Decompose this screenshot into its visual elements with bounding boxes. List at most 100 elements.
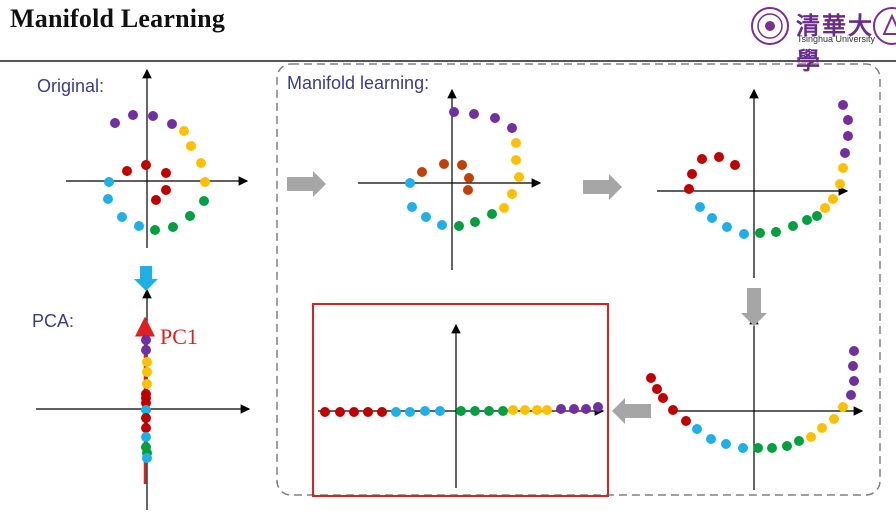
- original-point: [104, 177, 114, 187]
- original-point: [161, 185, 171, 195]
- original-point: [134, 221, 144, 231]
- pca-point: [141, 345, 151, 355]
- original-point: [168, 222, 178, 232]
- manifold-2-point: [707, 213, 717, 223]
- manifold-1-point: [487, 209, 497, 219]
- manifold-2-point: [739, 229, 749, 239]
- manifold-1-point: [490, 113, 500, 123]
- manifold-3-point: [838, 402, 848, 412]
- manifold-3-point: [848, 361, 858, 371]
- manifold-2-point: [812, 211, 822, 221]
- tsinghua-seal-icon: [751, 7, 789, 45]
- original-point: [167, 119, 177, 129]
- manifold-1-point: [499, 203, 509, 213]
- manifold-2-point: [820, 203, 830, 213]
- pca-point: [142, 367, 152, 377]
- original-label: Original:: [37, 76, 105, 96]
- manifold-3-point: [782, 441, 792, 451]
- result-point: [320, 407, 330, 417]
- manifold-1-point: [514, 172, 524, 182]
- original-point: [148, 111, 158, 121]
- manifold-2-point: [722, 222, 732, 232]
- logo-subtitle: Tsinghua University: [797, 34, 876, 44]
- manifold-1-point: [405, 178, 415, 188]
- manifold-2-point: [714, 152, 724, 162]
- manifold-1-point: [507, 123, 517, 133]
- manifold-1-point: [437, 220, 447, 230]
- manifold-3-point: [658, 393, 668, 403]
- original-point: [161, 168, 171, 178]
- manifold-2-point: [802, 215, 812, 225]
- pca-point: [142, 453, 152, 463]
- result-point: [363, 407, 373, 417]
- manifold-1-point: [463, 185, 473, 195]
- manifold-2-point: [771, 227, 781, 237]
- manifold-2-point: [697, 154, 707, 164]
- result-point: [470, 406, 480, 416]
- manifold-3-point: [767, 443, 777, 453]
- axes-original: [66, 68, 249, 248]
- manifold-3-point: [753, 443, 763, 453]
- original-point: [151, 195, 161, 205]
- result-point: [532, 405, 542, 415]
- axes-manifold-2: [657, 88, 849, 278]
- logo-text: 清華大學: [796, 14, 874, 75]
- result-point: [581, 404, 591, 414]
- original-point: [196, 158, 206, 168]
- manifold-1-point: [449, 107, 459, 117]
- university-emblem-icon: [873, 7, 896, 45]
- manifold-2-point: [838, 100, 848, 110]
- manifold-3-point: [681, 416, 691, 426]
- result-point: [420, 406, 430, 416]
- manifold-2-point: [684, 184, 694, 194]
- manifold-2-point: [828, 194, 838, 204]
- result-highlight-box: [312, 303, 609, 497]
- original-point: [141, 160, 151, 170]
- pca-point: [141, 432, 151, 442]
- page-title: Manifold Learning: [10, 4, 226, 33]
- axes-manifold-3: [676, 314, 864, 490]
- manifold-2-point: [840, 148, 850, 158]
- result-point: [377, 407, 387, 417]
- pc1-label: PC1: [160, 324, 198, 349]
- manifold-2-point: [838, 163, 848, 173]
- original-point: [128, 110, 138, 120]
- manifold-1-point: [439, 159, 449, 169]
- pca-point: [142, 357, 152, 367]
- original-point: [117, 212, 127, 222]
- manifold-1-point: [469, 109, 479, 119]
- manifold-3-point: [721, 439, 731, 449]
- manifold-1-point: [421, 212, 431, 222]
- title-underline: [0, 60, 896, 62]
- manifold-3-point: [817, 423, 827, 433]
- manifold-3-point: [849, 376, 859, 386]
- manifold-2-point: [788, 221, 798, 231]
- result-point: [569, 404, 579, 414]
- manifold-2-point: [843, 131, 853, 141]
- axes-manifold-1: [358, 88, 542, 270]
- manifold-dashed-frame: [276, 63, 881, 496]
- manifold-learning-label: Manifold learning:: [287, 73, 430, 93]
- result-point: [349, 407, 359, 417]
- result-point: [405, 407, 415, 417]
- pca-point: [141, 335, 151, 345]
- original-point: [103, 194, 113, 204]
- pca-point: [142, 379, 152, 389]
- manifold-2-point: [755, 228, 765, 238]
- manifold-2-point: [687, 169, 697, 179]
- manifold-2-point: [730, 160, 740, 170]
- manifold-1-point: [511, 155, 521, 165]
- result-point: [335, 407, 345, 417]
- original-point: [150, 225, 160, 235]
- result-point: [542, 405, 552, 415]
- result-point: [520, 405, 530, 415]
- manifold-1-point: [454, 221, 464, 231]
- manifold-1-point: [507, 189, 517, 199]
- result-point: [391, 407, 401, 417]
- pca-point: [141, 398, 151, 408]
- original-point: [122, 166, 132, 176]
- result-point: [498, 406, 508, 416]
- manifold-1-point: [457, 160, 467, 170]
- manifold-3-point: [846, 390, 856, 400]
